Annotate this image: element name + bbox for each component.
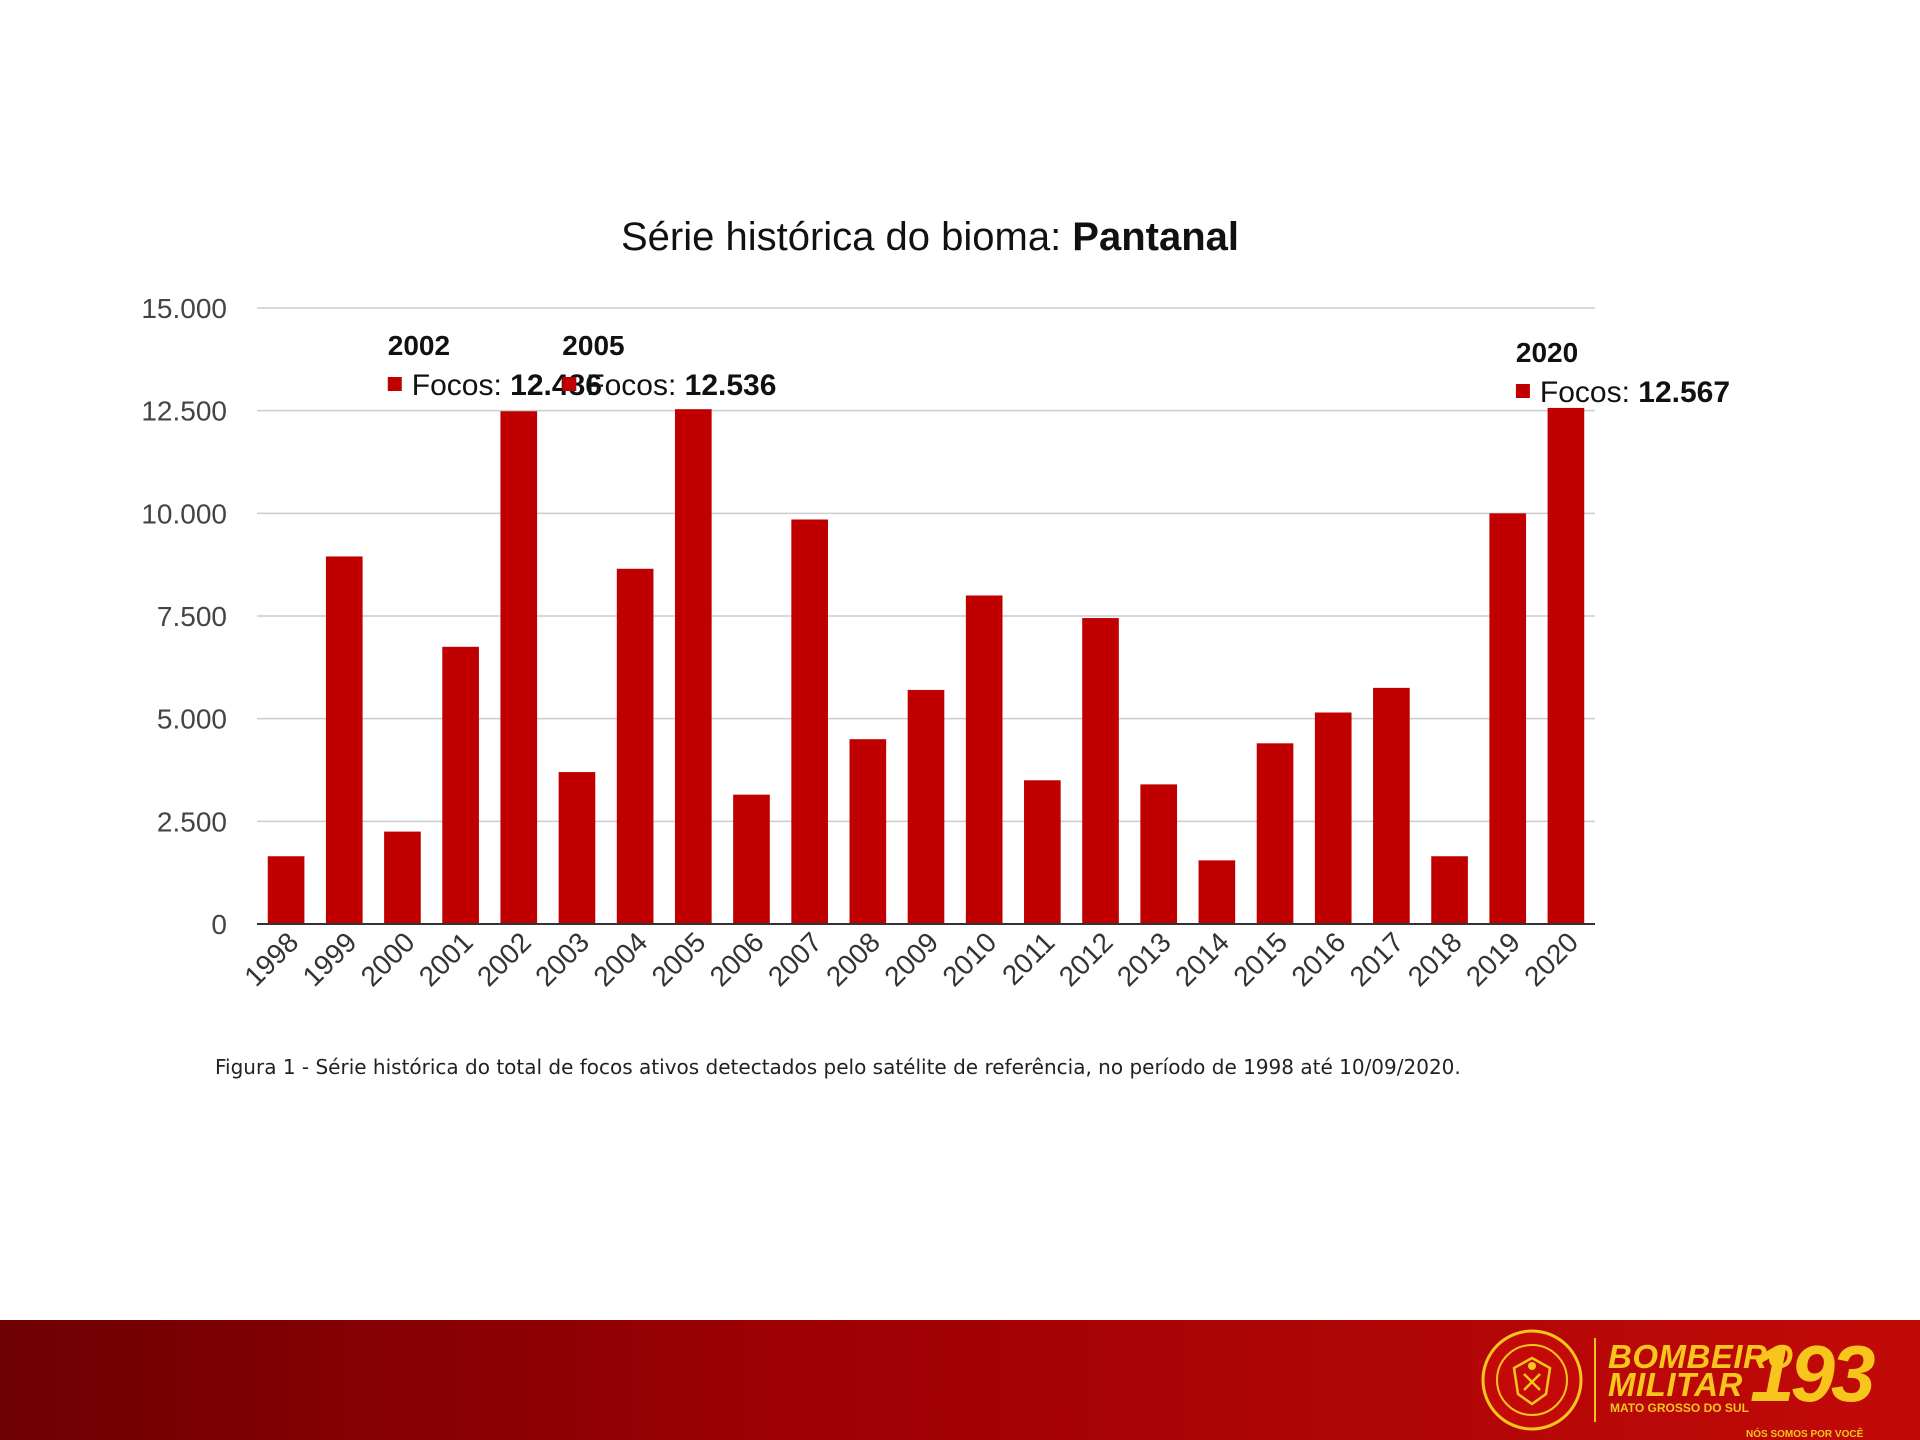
annotation-swatch	[562, 377, 577, 391]
bar-1998	[267, 856, 305, 924]
annotation-value: 12.567	[1638, 376, 1730, 409]
annotation-2005: 2005 Focos: 12.536	[562, 330, 776, 402]
figure-caption: Figura 1 - Série histórica do total de f…	[215, 1055, 1461, 1079]
chart-title: Série histórica do bioma: Pantanal	[621, 215, 1239, 259]
bar-2014	[1198, 860, 1236, 924]
annotation-label: Focos:	[1540, 376, 1638, 409]
bar-1999	[325, 556, 363, 924]
x-tick-label: 2011	[996, 926, 1061, 991]
annotation-year: 2020	[1516, 337, 1578, 368]
x-tick-label: 2009	[878, 926, 944, 992]
bar-chart: Série histórica do bioma: Pantanal 0 2.50…	[141, 215, 1730, 992]
annotation-text: Focos: 12.567	[1540, 376, 1730, 409]
grid-lines	[257, 307, 1595, 823]
bar-2005	[674, 409, 712, 925]
bar-2012	[1082, 618, 1119, 924]
x-tick-label: 2018	[1402, 926, 1468, 992]
bar-2002	[500, 411, 538, 925]
y-tick-label: 10.000	[141, 498, 227, 529]
annotation-swatch	[387, 377, 402, 391]
bombeiro-logo: BOMBEIRO MILITAR 193 MATO GROSSO DO SUL …	[1480, 1329, 1876, 1440]
y-tick-label: 15.000	[141, 293, 227, 324]
annotations: 2002 Focos: 12.486 2005 Focos: 12.536 2020 Fo…	[387, 330, 1730, 409]
bar-2018	[1431, 856, 1468, 924]
bar-2015	[1256, 743, 1294, 924]
x-tick-label: 2004	[587, 926, 653, 992]
x-tick-label: 2001	[413, 926, 479, 992]
annotation-year: 2002	[388, 330, 450, 361]
annotation-text: Focos: 12.486	[412, 369, 602, 402]
logo-slogan: NÓS SOMOS POR VOCÊ	[1746, 1429, 1864, 1440]
bar-2008	[849, 739, 887, 924]
x-tick-label: 2016	[1285, 926, 1351, 992]
bar-2013	[1140, 784, 1178, 924]
bar-2017	[1373, 687, 1410, 924]
y-tick-label: 7.500	[157, 601, 227, 632]
x-tick-label: 1999	[297, 926, 363, 992]
bar-2007	[791, 519, 828, 924]
x-tick-label: 2010	[936, 926, 1002, 992]
annotation-2020: 2020 Focos: 12.567	[1515, 337, 1730, 409]
annotation-year: 2005	[562, 330, 624, 361]
bar-2003	[558, 772, 596, 924]
x-tick-label: 2012	[1053, 926, 1119, 992]
chart-title-bold: Pantanal	[1072, 215, 1239, 259]
logo-wordmark: BOMBEIRO MILITAR 193 MATO GROSSO DO SUL …	[1608, 1330, 1876, 1440]
x-tick-label: 2006	[704, 926, 770, 992]
x-tick-label: 1998	[238, 926, 304, 992]
annotation-swatch	[1515, 384, 1530, 398]
bar-2000	[384, 831, 421, 924]
y-tick-label: 2.500	[157, 806, 227, 837]
annotation-2002: 2002 Focos: 12.486	[387, 330, 602, 402]
bars	[267, 407, 1585, 925]
x-tick-label: 2015	[1227, 926, 1293, 992]
x-tick-label: 2019	[1460, 926, 1526, 992]
y-axis-ticks: 0 2.500 5.000 7.500 10.000 12.500 15.000	[141, 293, 227, 940]
y-tick-label: 0	[211, 909, 227, 940]
bar-2019	[1489, 513, 1527, 924]
logo-divider	[1594, 1338, 1596, 1422]
annotation-label: Focos:	[412, 369, 510, 402]
x-tick-label: 2017	[1344, 926, 1410, 992]
bar-2009	[907, 689, 945, 924]
logo-line-militar: MILITAR	[1608, 1366, 1743, 1403]
x-tick-label: 2003	[529, 926, 595, 992]
x-tick-label: 2000	[355, 926, 421, 992]
bar-2016	[1314, 712, 1352, 924]
logo-line-bombeiro: BOMBEIRO	[1608, 1338, 1794, 1375]
bar-2020	[1547, 407, 1585, 925]
chart-title-prefix: Série histórica do bioma:	[621, 215, 1072, 259]
bar-2011	[1024, 780, 1061, 924]
x-tick-label: 2002	[471, 926, 537, 992]
logo-number-193: 193	[1750, 1329, 1876, 1418]
x-axis-ticks: 1998199920002001200220032004200520062007…	[238, 926, 1584, 992]
annotation-label: Focos:	[586, 369, 684, 402]
y-tick-label: 5.000	[157, 704, 227, 735]
x-tick-label: 2008	[820, 926, 886, 992]
seal-icon	[1481, 1329, 1583, 1431]
x-tick-label: 2020	[1518, 926, 1584, 992]
bar-2006	[733, 794, 770, 924]
logo-state: MATO GROSSO DO SUL	[1610, 1401, 1749, 1415]
x-tick-label: 2005	[646, 926, 712, 992]
x-tick-label: 2007	[762, 926, 828, 992]
bar-2004	[616, 568, 654, 924]
annotation-value: 12.536	[685, 369, 777, 402]
footer-banner: BOMBEIRO MILITAR 193 MATO GROSSO DO SUL …	[0, 1320, 1920, 1440]
y-tick-label: 12.500	[141, 396, 227, 427]
annotation-text: Focos: 12.536	[586, 369, 776, 402]
bar-2010	[965, 595, 1003, 924]
annotation-value: 12.486	[510, 369, 602, 402]
x-tick-label: 2013	[1111, 926, 1177, 992]
bar-2001	[442, 646, 479, 924]
x-tick-label: 2014	[1169, 926, 1235, 992]
